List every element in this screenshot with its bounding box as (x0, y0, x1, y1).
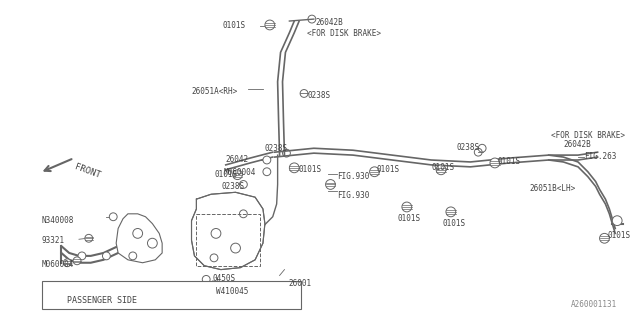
Bar (42, 281, 301, 309)
Circle shape (202, 276, 210, 283)
Text: 26051A<RH>: 26051A<RH> (191, 87, 238, 96)
Polygon shape (116, 214, 162, 263)
Text: 0101S: 0101S (223, 21, 246, 30)
Text: 26042B: 26042B (316, 18, 344, 27)
Bar (196, 214, 260, 266)
Circle shape (85, 234, 93, 242)
Text: 0101S: 0101S (431, 163, 454, 172)
Text: FIG.930: FIG.930 (337, 172, 370, 181)
Circle shape (370, 167, 380, 177)
Text: 0101S: 0101S (398, 214, 421, 223)
Text: <FOR DISK BRAKE>: <FOR DISK BRAKE> (307, 29, 381, 38)
Text: 26001: 26001 (289, 279, 312, 288)
Circle shape (63, 259, 71, 267)
Circle shape (232, 170, 243, 180)
Text: 0238S: 0238S (222, 181, 245, 190)
Text: 26042B: 26042B (563, 140, 591, 149)
Circle shape (102, 252, 110, 260)
Text: 93321: 93321 (42, 236, 65, 245)
Text: A260001131: A260001131 (571, 300, 617, 309)
Circle shape (132, 228, 143, 238)
Circle shape (230, 243, 241, 253)
Text: 0101S: 0101S (442, 219, 465, 228)
Text: PASSENGER SIDE: PASSENGER SIDE (67, 296, 137, 305)
Text: 0238S: 0238S (265, 144, 288, 153)
Text: 0450S: 0450S (212, 274, 235, 283)
Circle shape (239, 210, 247, 218)
Circle shape (129, 252, 137, 260)
Circle shape (73, 257, 81, 265)
Text: W410045: W410045 (216, 287, 248, 296)
Text: <FOR DISK BRAKE>: <FOR DISK BRAKE> (550, 131, 625, 140)
Circle shape (211, 228, 221, 238)
Circle shape (490, 158, 500, 168)
Circle shape (147, 238, 157, 248)
Circle shape (210, 254, 218, 262)
Text: 0101S: 0101S (214, 170, 237, 179)
Text: 0101S: 0101S (298, 165, 321, 174)
Circle shape (78, 252, 86, 260)
Circle shape (612, 216, 622, 226)
Text: 26051B<LH>: 26051B<LH> (529, 184, 575, 194)
Circle shape (109, 213, 117, 221)
Circle shape (263, 156, 271, 164)
Text: 0101S: 0101S (498, 157, 521, 166)
Circle shape (446, 207, 456, 217)
Text: 0238S: 0238S (457, 143, 480, 152)
Text: N340008: N340008 (42, 216, 74, 225)
Text: 0101S: 0101S (376, 165, 399, 174)
Text: 0238S: 0238S (308, 91, 331, 100)
Circle shape (402, 202, 412, 212)
Text: M060004: M060004 (42, 260, 74, 269)
Circle shape (265, 20, 275, 30)
Circle shape (263, 168, 271, 176)
Text: FIG.930: FIG.930 (337, 191, 370, 200)
Circle shape (436, 165, 446, 175)
Polygon shape (191, 192, 265, 269)
Text: FIG.263: FIG.263 (584, 152, 616, 161)
Text: M060004: M060004 (224, 168, 256, 177)
Circle shape (600, 233, 609, 243)
Text: 0101S: 0101S (607, 231, 630, 240)
Circle shape (326, 180, 335, 189)
Circle shape (289, 163, 299, 173)
Text: FRONT: FRONT (73, 162, 101, 180)
Text: 26042: 26042 (226, 155, 249, 164)
